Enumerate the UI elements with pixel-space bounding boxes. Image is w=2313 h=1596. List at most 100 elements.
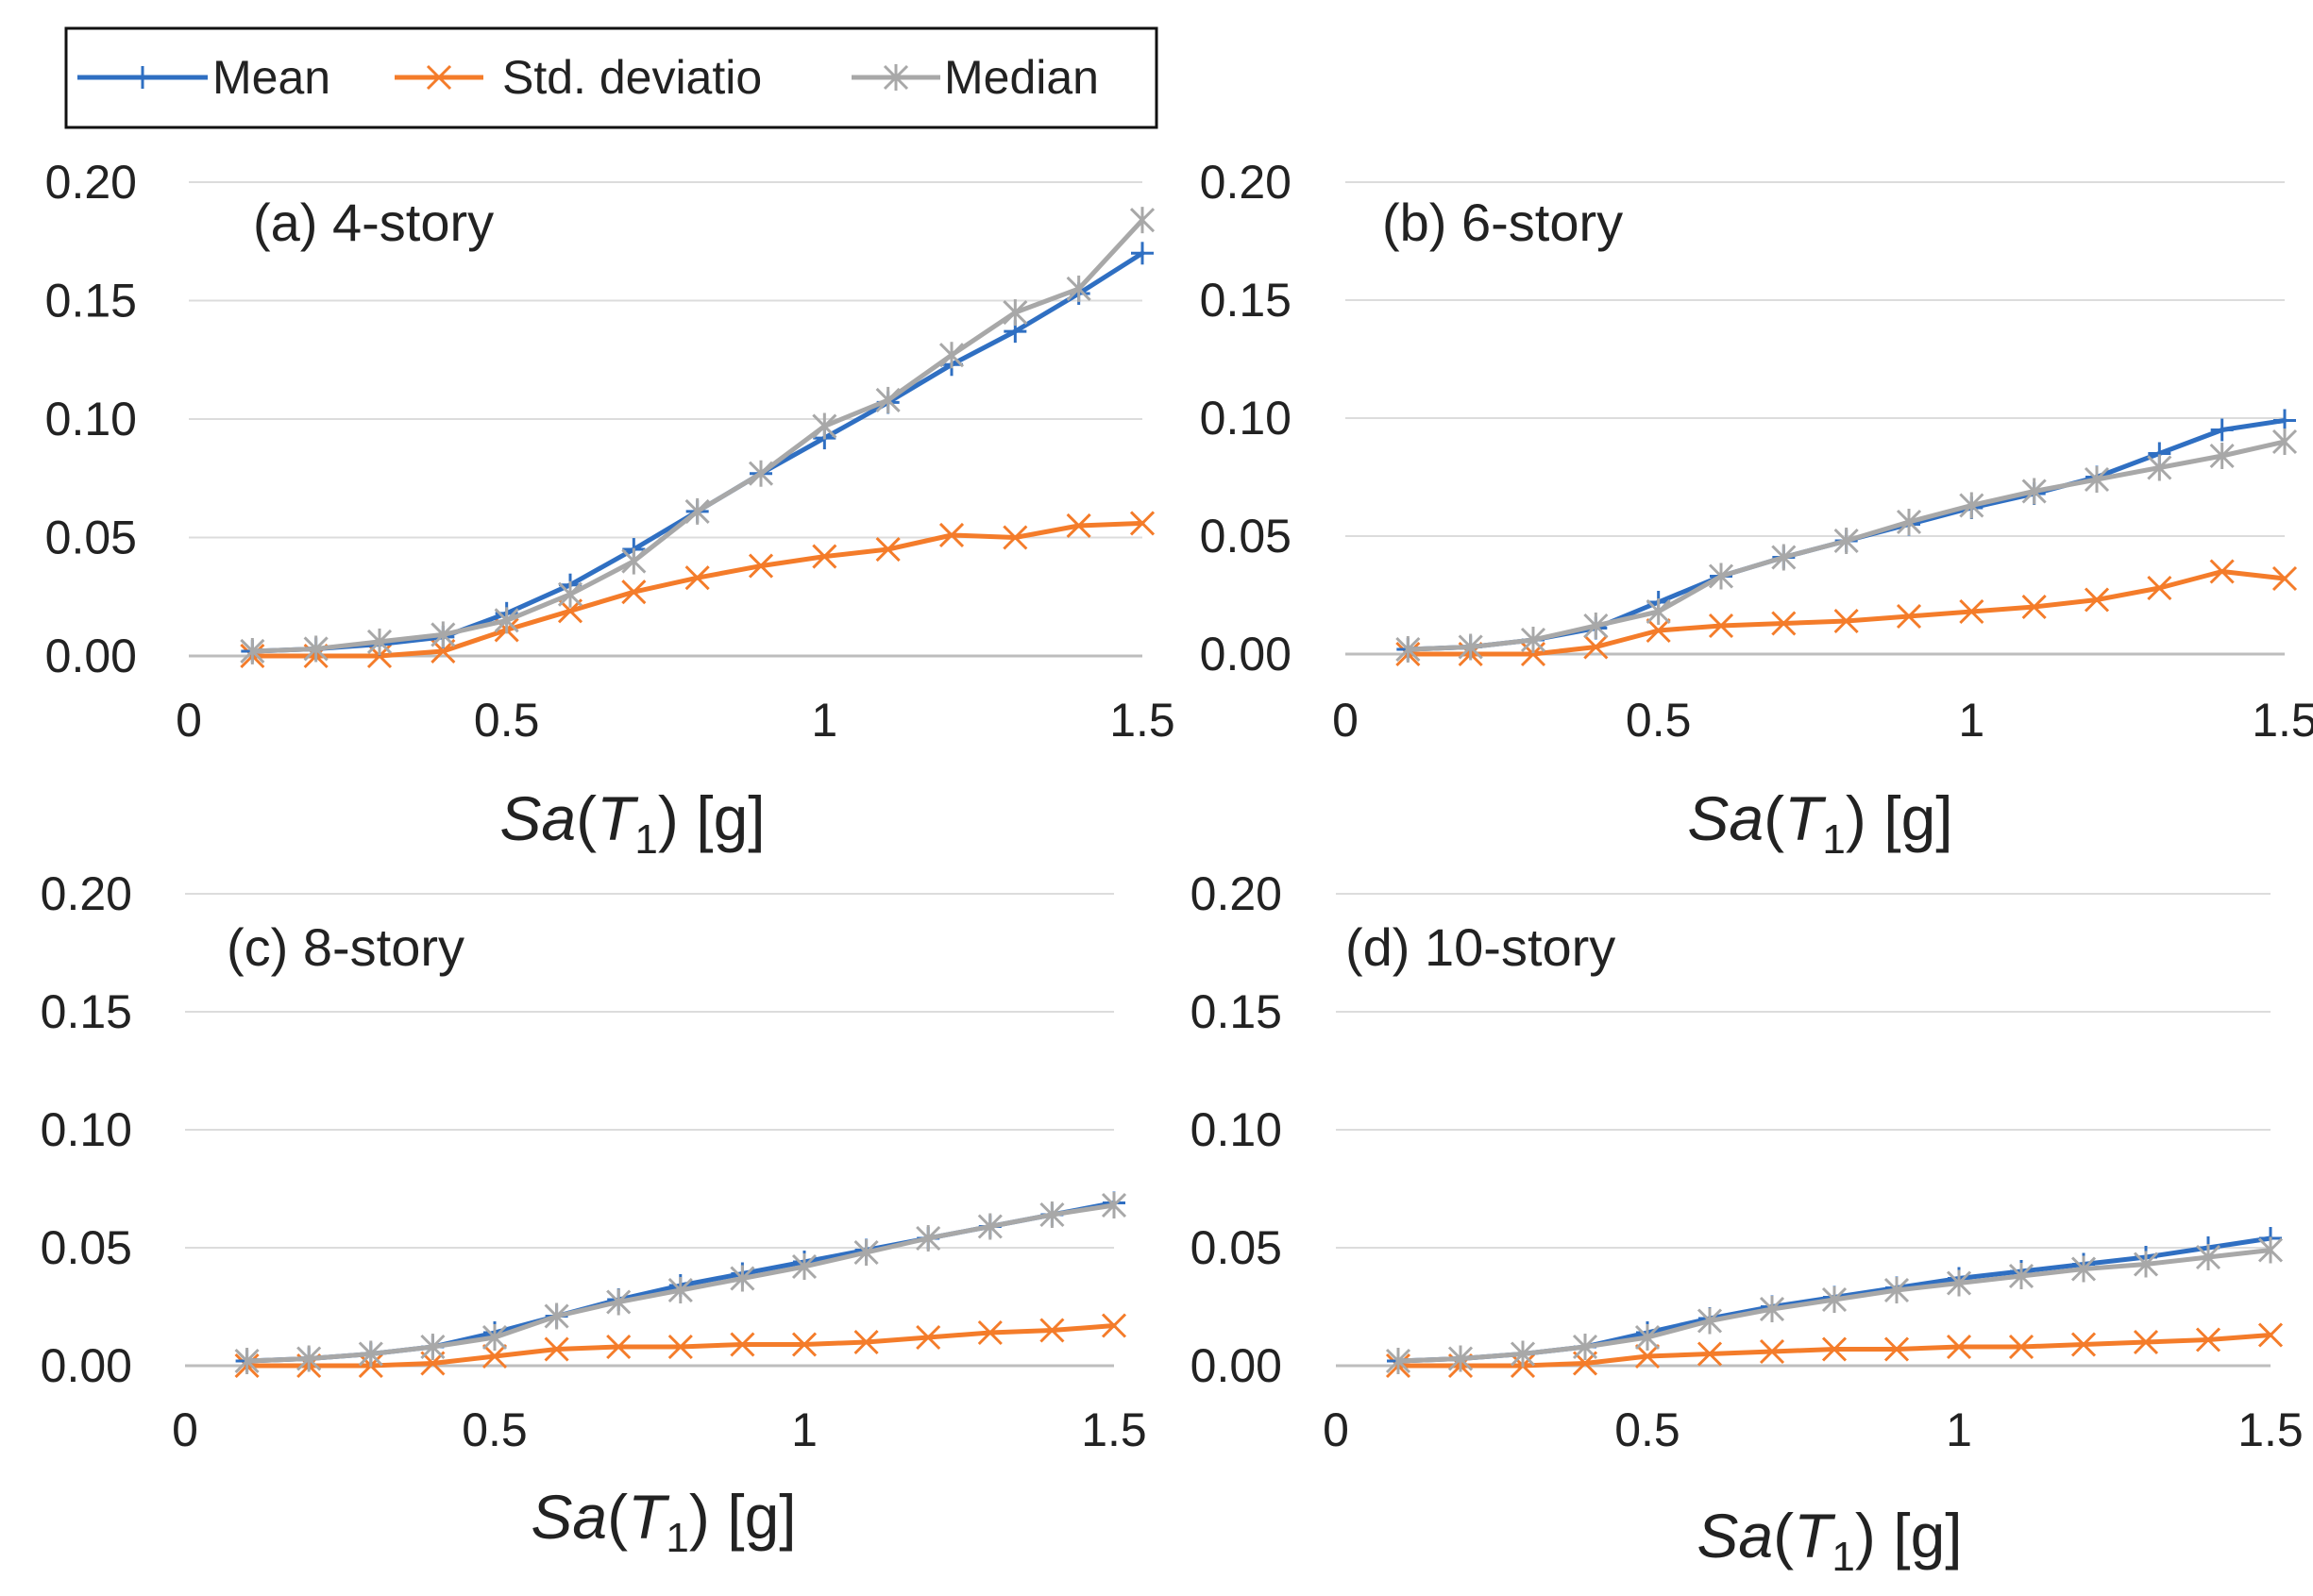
x-tick-label: 1 — [811, 694, 837, 747]
data-point-marker — [420, 1334, 446, 1360]
x-axis-label-part: ( — [1773, 1501, 1794, 1571]
y-tick-label: 0.15 — [45, 275, 137, 328]
data-point-marker — [2008, 1334, 2034, 1360]
data-point-marker — [557, 580, 583, 608]
data-point-marker — [358, 1340, 383, 1368]
data-point-marker — [2133, 1251, 2159, 1278]
data-point-marker — [2133, 1329, 2159, 1355]
data-point-marker — [1129, 511, 1156, 536]
y-tick-labels: 0.00 0.05 0.10 0.15 0.20 — [41, 867, 132, 1392]
x-tick-label: 1.5 — [1081, 1403, 1147, 1456]
legend-items: Mean Std. deviatio Median — [77, 51, 1099, 104]
data-point-marker — [1833, 528, 1859, 554]
data-point-marker — [1959, 492, 1984, 519]
x-axis-label-part: ) — [1846, 783, 1866, 853]
data-point-marker — [791, 1332, 818, 1357]
y-tick-labels: 0.00 0.05 0.10 0.15 0.20 — [1190, 867, 1282, 1392]
data-point-marker — [1697, 1307, 1723, 1335]
x-tick-labels: 0 0.5 1 1.5 — [176, 694, 1175, 747]
x-axis-label-part: ) — [1855, 1501, 1876, 1571]
y-tick-label: 0.20 — [41, 867, 132, 920]
series-cross-group — [1395, 559, 2298, 667]
data-point-marker — [812, 412, 837, 440]
data-point-marker — [812, 544, 837, 569]
data-point-marker — [1385, 1348, 1411, 1374]
data-point-marker — [977, 1213, 1003, 1240]
data-point-marker — [1003, 299, 1028, 327]
x-tick-label: 1 — [791, 1403, 818, 1456]
x-axis-label-part: ( — [576, 783, 597, 853]
y-tick-label: 0.20 — [1200, 156, 1292, 209]
data-point-marker — [2147, 575, 2172, 601]
x-axis-label-part: 1 — [634, 816, 657, 863]
data-point-marker — [1759, 1296, 1785, 1322]
data-point-marker — [296, 1345, 322, 1372]
data-point-marker — [1708, 563, 1734, 590]
x-tick-labels: 0 0.5 1 1.5 — [172, 1403, 1147, 1456]
x-tick-label: 0 — [1323, 1403, 1349, 1456]
x-axis-label-part: Sa — [1697, 1501, 1773, 1571]
data-point-marker — [938, 342, 965, 369]
data-point-marker — [1583, 634, 1609, 660]
data-point-marker — [2209, 443, 2235, 469]
y-tick-label: 0.20 — [45, 156, 137, 209]
data-point-marker — [240, 637, 265, 664]
x-tick-label: 0.5 — [1614, 1403, 1680, 1456]
data-point-marker — [2147, 454, 2172, 481]
x-axis-label-part: T — [597, 783, 639, 853]
data-point-marker — [2084, 587, 2110, 613]
x-axis-label-part: Sa — [1687, 783, 1764, 853]
data-point-marker — [1833, 608, 1859, 634]
data-point-marker — [1066, 512, 1091, 539]
y-tick-label: 0.00 — [1200, 628, 1292, 680]
data-point-marker — [1883, 1336, 1910, 1362]
data-point-marker — [748, 460, 774, 487]
x-tick-label: 0.5 — [462, 1403, 528, 1456]
data-point-marker — [366, 628, 393, 655]
data-point-marker — [875, 386, 901, 413]
x-axis-label-part: Sa — [531, 1482, 607, 1552]
x-axis-label-part: Sa — [499, 783, 576, 853]
x-axis-label: Sa(T1) [g] — [531, 1482, 796, 1561]
y-tick-label: 0.05 — [1200, 510, 1292, 563]
x-tick-label: 1.5 — [1109, 694, 1175, 747]
data-point-marker — [730, 1332, 755, 1357]
y-tick-label: 0.20 — [1190, 867, 1282, 920]
data-point-marker — [916, 1225, 941, 1252]
data-point-marker — [2084, 466, 2110, 493]
y-tick-label: 0.00 — [1190, 1339, 1282, 1392]
series-asterisk-group — [1385, 1236, 2284, 1374]
data-point-marker — [1572, 1334, 1598, 1360]
data-point-marker — [684, 565, 710, 591]
y-tick-label: 0.15 — [1200, 274, 1292, 327]
legend-marker-plus — [131, 66, 154, 89]
data-point-marker — [938, 522, 965, 548]
x-axis-label-part: ) — [658, 783, 679, 853]
x-axis-label-part: 1 — [666, 1515, 688, 1561]
x-axis-label: Sa(T1) [g] — [1697, 1501, 1962, 1580]
panel-title: (d) 10-story — [1345, 917, 1615, 977]
data-point-marker — [431, 621, 456, 648]
data-point-marker — [2008, 1263, 2034, 1289]
data-point-marker — [2210, 418, 2234, 442]
chart-panel-b: 0.00 0.05 0.10 0.15 0.20 0 0.5 1 1.5 (b) 6-story S… — [1200, 156, 2313, 863]
x-axis-label: Sa(T1) [g] — [499, 783, 765, 863]
data-point-marker — [1458, 633, 1483, 661]
data-point-marker — [1101, 1192, 1127, 1218]
legend-label: Median — [944, 51, 1099, 104]
data-point-marker — [1896, 509, 1922, 535]
data-point-marker — [2021, 478, 2047, 505]
x-tick-label: 0 — [1332, 694, 1359, 747]
legend-marker-cross — [426, 64, 452, 91]
data-point-marker — [621, 547, 647, 575]
data-point-marker — [748, 553, 774, 579]
data-point-marker — [1896, 603, 1922, 630]
y-tick-label: 0.10 — [45, 393, 137, 445]
x-axis-label-part: ( — [607, 1482, 628, 1552]
x-tick-label: 1.5 — [2252, 694, 2313, 747]
data-point-marker — [621, 580, 647, 605]
x-axis-label-part: T — [628, 1482, 670, 1552]
data-point-marker — [1646, 598, 1671, 625]
